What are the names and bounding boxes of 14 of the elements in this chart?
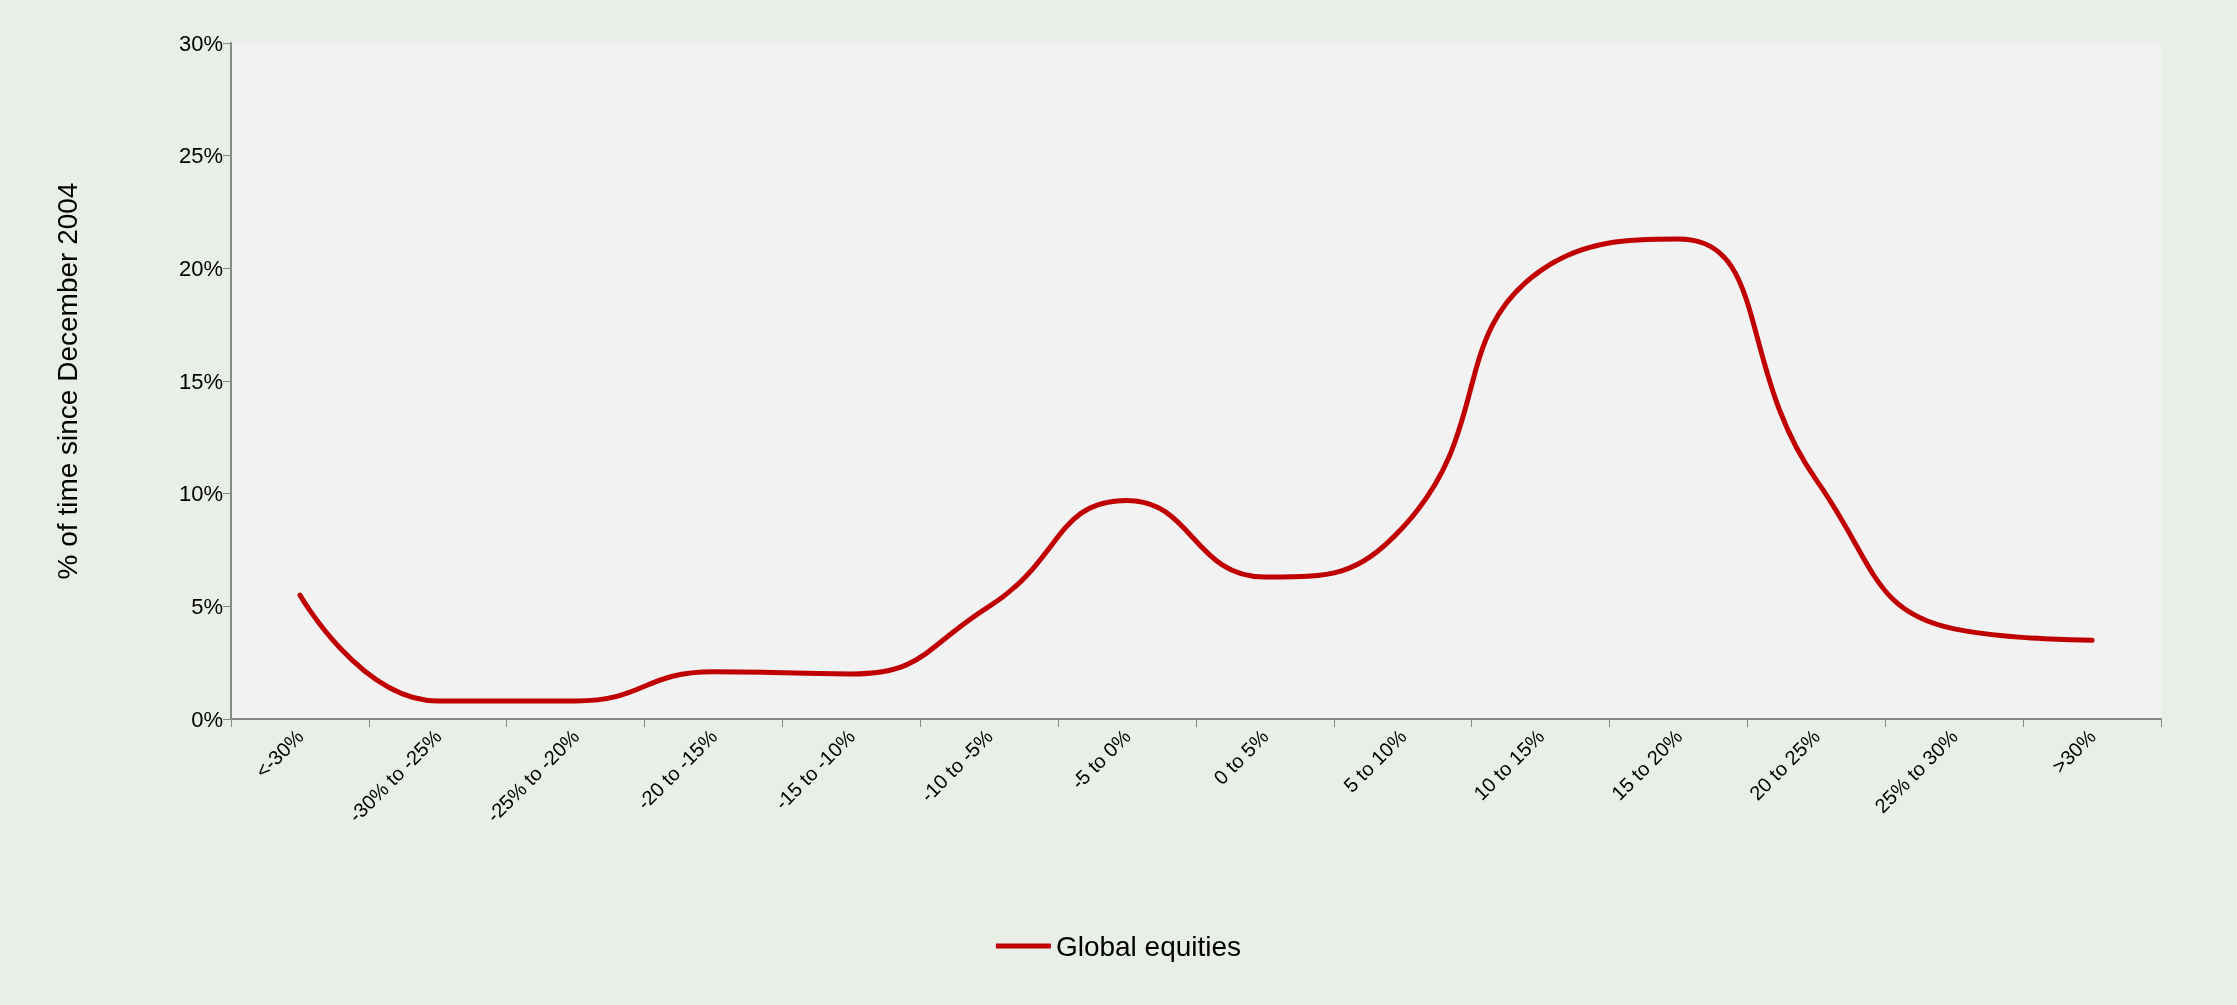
y-tick-label: 25% [178,143,223,169]
y-axis-title: % of time since December 2004 [51,182,83,580]
x-tick-label: 0 to 5% [1209,725,1273,789]
y-tick-label: 10% [178,481,223,507]
x-tick-label: 10 to 15% [1469,725,1549,805]
y-tick-label: 15% [178,368,223,394]
y-tick-label: 30% [178,30,223,56]
x-tick-label: 5 to 10% [1339,725,1411,797]
y-tick-label: 20% [178,255,223,281]
x-tick-label: -10 to -5% [916,725,998,806]
x-tick-label: -5 to 0% [1066,725,1135,794]
y-tick-label: 5% [191,593,223,619]
legend-label: Global equities [1055,930,1242,962]
y-tick-label: 0% [191,706,223,732]
